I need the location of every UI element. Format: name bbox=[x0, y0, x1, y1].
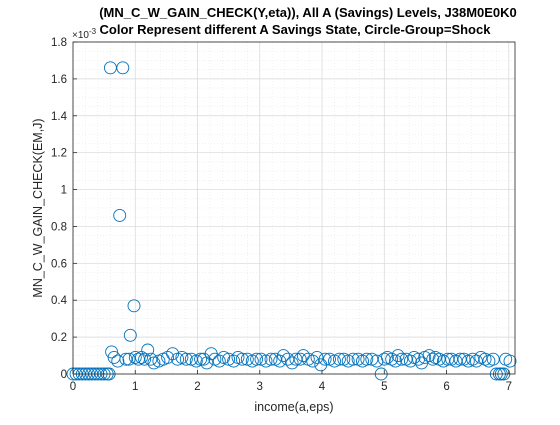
data-point bbox=[119, 352, 133, 366]
data-point bbox=[276, 349, 290, 363]
y-tick-label: 1 bbox=[61, 185, 67, 197]
y-tick-label: 1.4 bbox=[51, 111, 68, 123]
data-point bbox=[259, 354, 273, 368]
data-point bbox=[453, 352, 467, 366]
data-point bbox=[123, 328, 137, 342]
x-tick-label: 0 bbox=[70, 381, 76, 393]
x-tick-label: 4 bbox=[319, 381, 326, 393]
data-point bbox=[250, 352, 264, 366]
data-point bbox=[161, 350, 175, 364]
data-point bbox=[306, 354, 320, 368]
data-point bbox=[111, 354, 125, 368]
data-point bbox=[116, 61, 130, 75]
data-point bbox=[486, 352, 500, 366]
x-tick-label: 2 bbox=[194, 381, 200, 393]
x-axis-ticks: 0 1 2 3 4 5 6 7 bbox=[70, 370, 512, 393]
x-tick-label: 7 bbox=[506, 381, 512, 393]
data-point bbox=[395, 352, 409, 366]
data-point bbox=[310, 350, 324, 364]
data-point bbox=[346, 352, 360, 366]
plot-area bbox=[66, 41, 517, 381]
data-point bbox=[391, 349, 405, 363]
data-point bbox=[194, 352, 208, 366]
data-point bbox=[122, 352, 136, 366]
data-point bbox=[217, 350, 231, 364]
x-tick-label: 1 bbox=[132, 381, 138, 393]
data-point bbox=[426, 352, 440, 366]
y-exponent-label: ×10-3 bbox=[72, 27, 97, 41]
data-point bbox=[212, 354, 226, 368]
data-point bbox=[360, 352, 374, 366]
data-point bbox=[296, 349, 310, 363]
y-axis-ticks: 0 0.2 0.4 0.6 0.8 1 1.2 1.4 1.6 1.8 bbox=[51, 37, 77, 381]
data-point bbox=[422, 349, 436, 363]
minor-grid bbox=[73, 42, 515, 374]
data-point bbox=[293, 352, 307, 366]
data-point bbox=[222, 352, 236, 366]
data-point bbox=[403, 354, 417, 368]
data-point bbox=[105, 345, 119, 359]
plot-background bbox=[73, 42, 515, 374]
x-tick-label: 5 bbox=[381, 381, 387, 393]
y-tick-label: 0.6 bbox=[51, 258, 67, 270]
data-point bbox=[389, 354, 402, 368]
data-point bbox=[128, 350, 142, 364]
y-tick-label: 0.4 bbox=[51, 295, 68, 307]
data-point bbox=[377, 352, 391, 366]
data-point bbox=[227, 354, 241, 368]
data-markers bbox=[66, 61, 517, 381]
data-point bbox=[240, 352, 254, 366]
data-point bbox=[144, 352, 158, 366]
data-point bbox=[285, 356, 299, 370]
data-point bbox=[264, 352, 278, 366]
chart-title: (MN_C_W_GAIN_CHECK(Y,eta)), All A (Savin… bbox=[99, 5, 517, 20]
axes-box bbox=[72, 41, 516, 375]
data-point bbox=[332, 352, 346, 366]
data-point bbox=[318, 352, 332, 366]
y-tick-label: 0.2 bbox=[51, 332, 67, 344]
y-tick-label: 1.8 bbox=[51, 37, 67, 49]
major-grid bbox=[72, 41, 515, 375]
data-point bbox=[179, 352, 193, 366]
data-point bbox=[503, 354, 517, 368]
data-point bbox=[200, 356, 214, 370]
y-axis-label: MN_C_W_GAIN_CHECK(EM,J) bbox=[31, 118, 45, 297]
x-axis-label: income(a,eps) bbox=[254, 400, 333, 414]
data-point bbox=[127, 299, 141, 313]
data-point bbox=[235, 352, 249, 366]
data-point bbox=[147, 356, 161, 370]
y-tick-label: 1.2 bbox=[51, 148, 67, 160]
chart-subtitle: Color Represent different A Savings Stat… bbox=[100, 22, 492, 37]
data-point bbox=[138, 352, 152, 366]
x-tick-label: 3 bbox=[257, 381, 263, 393]
y-tick-label: 1.6 bbox=[51, 74, 67, 86]
x-tick-label: 6 bbox=[443, 381, 449, 393]
data-point bbox=[135, 350, 148, 364]
data-point bbox=[323, 352, 336, 366]
data-point bbox=[365, 352, 379, 366]
y-tick-label: 0 bbox=[61, 369, 67, 381]
data-point bbox=[113, 208, 127, 222]
y-tick-label: 0.8 bbox=[51, 221, 67, 233]
data-point bbox=[469, 354, 483, 368]
data-point bbox=[254, 352, 268, 366]
